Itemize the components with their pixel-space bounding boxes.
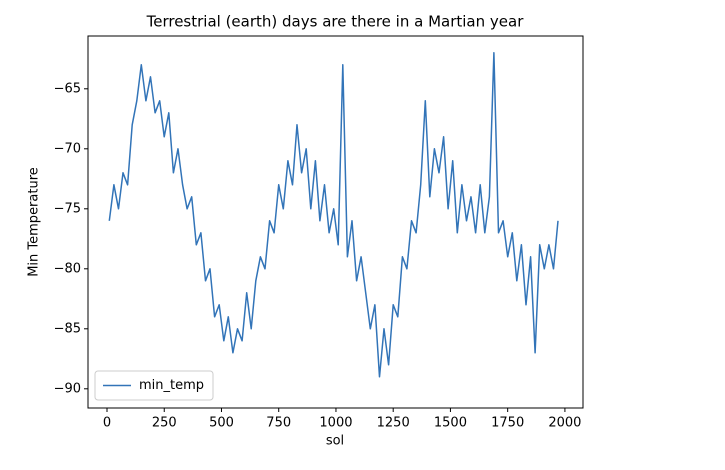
x-tick-label: 1000: [319, 416, 352, 431]
line-series: [108, 52, 559, 378]
y-tick-label: −90: [54, 381, 81, 396]
x-tick-label: 500: [209, 416, 234, 431]
x-tick-label: 1500: [434, 416, 467, 431]
y-tick-label: −65: [54, 81, 81, 96]
x-tick-label: 750: [266, 416, 291, 431]
y-tick-label: −85: [54, 321, 81, 336]
y-tick-label: −70: [54, 141, 81, 156]
chart-title: Terrestrial (earth) days are there in a …: [146, 13, 525, 31]
y-axis-label: Min Temperature: [27, 167, 42, 277]
legend-label: min_temp: [139, 378, 204, 393]
plot-frame: [87, 35, 584, 409]
y-tick-label: −80: [54, 261, 81, 276]
x-tick-label: 2000: [548, 416, 581, 431]
y-tick-label: −75: [54, 201, 81, 216]
x-tick-label: 0: [103, 416, 111, 431]
x-tick-label: 250: [152, 416, 177, 431]
x-tick-label: 1750: [491, 416, 524, 431]
legend-box: [94, 370, 214, 401]
x-axis-label: sol: [326, 434, 344, 449]
x-tick-label: 1250: [377, 416, 410, 431]
